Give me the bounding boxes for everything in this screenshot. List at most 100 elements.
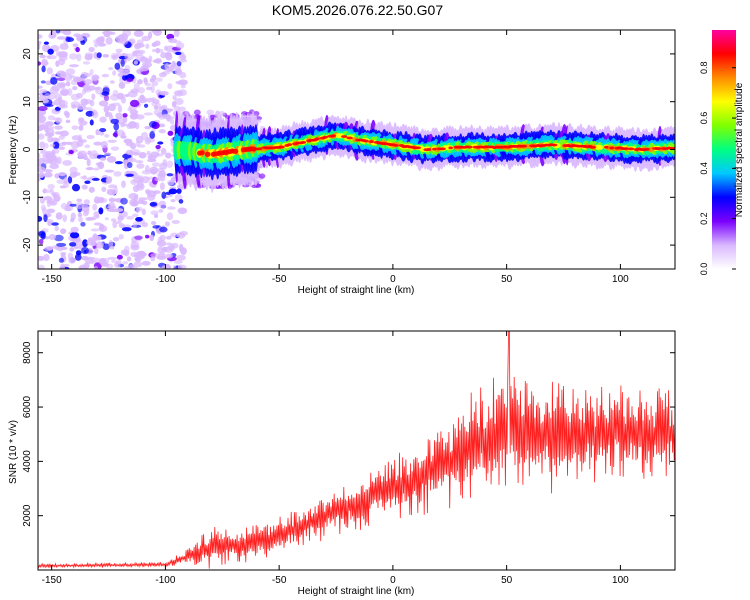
ridge-segment [369,140,374,144]
noise-blob [56,36,66,40]
noise-blob [65,68,76,75]
noise-blob [59,99,66,108]
noise-blob [98,207,104,215]
noise-blob [159,204,167,209]
x-tick-label: 0 [390,274,396,285]
noise-blob [155,102,162,109]
noise-blob [40,80,46,84]
noise-blob [70,140,80,149]
noise-blob [85,167,94,171]
noise-blob [146,86,153,91]
noise-blob [150,256,156,262]
noise-blob [51,191,60,198]
noise-blob [154,177,160,182]
noise-blob [76,198,83,203]
noise-blob [98,225,108,233]
noise-blob [71,125,79,130]
noise-blob [38,61,42,66]
noise-blob [113,122,120,131]
noise-blob [155,47,161,54]
noise-blob [106,111,113,117]
noise-blob [75,46,80,53]
ridge-segment [588,145,597,149]
noise-blob [253,111,260,117]
noise-blob [132,184,140,193]
noise-blob [106,156,117,163]
noise-blob [85,216,93,221]
colorbar-gradient [712,30,736,269]
noise-blob [47,183,55,190]
noise-blob [134,43,141,50]
noise-blob [88,54,93,59]
noise-blob [104,134,110,138]
noise-blob [108,66,114,71]
noise-blob [40,232,46,240]
noise-blob [169,118,175,125]
noise-blob [44,92,51,99]
noise-blob [173,260,183,264]
noise-blob [160,147,167,155]
noise-blob [146,150,151,156]
noise-blob [138,87,145,94]
noise-blob [83,156,89,161]
noise-blob [155,89,162,96]
noise-blob [172,264,177,269]
noise-blob [95,241,104,249]
noise-blob [167,130,174,136]
snr-frame [37,330,676,571]
noise-blob [92,203,98,211]
noise-blob [134,256,142,263]
noise-blob [176,188,182,194]
y-tick-label: 6000 [22,395,33,418]
noise-blob [55,30,61,34]
noise-blob [159,162,168,170]
noise-blob [42,188,47,194]
ridge-segment [199,150,205,156]
noise-blob [135,135,144,144]
spectrogram-x-ticks: -150 -100 -50 0 50 100 [42,30,629,285]
noise-blob [151,162,160,167]
y-tick-label: -20 [22,237,33,252]
y-tick-label: -10 [22,190,33,205]
noise-blob [75,34,83,39]
noise-blob [141,208,146,216]
noise-blob [65,37,75,42]
noise-blob [132,221,138,229]
ridge-segment [300,140,307,144]
noise-blob [218,111,226,116]
noise-blob [172,95,177,101]
noise-blob [77,152,84,159]
noise-blob [149,234,155,242]
noise-blob [171,219,181,224]
noise-blob [43,254,50,262]
noise-blob [81,88,87,95]
noise-blob [165,253,174,259]
y-tick-label: 8000 [22,341,33,364]
noise-blob [96,52,102,59]
noise-blob [43,246,53,252]
noise-blob [137,79,143,85]
y-tick-label: 20 [22,48,33,60]
noise-blob [81,206,90,213]
noise-blob [138,151,147,159]
noise-blob [158,251,166,259]
noise-blob [122,113,128,118]
noise-blob [166,212,174,221]
noise-blob [104,169,115,173]
noise-blob [106,190,117,196]
x-tick-label: -100 [155,575,175,586]
y-tick-label: 0 [22,146,33,152]
noise-blob [179,243,184,252]
noise-blob [55,212,63,220]
noise-blob [41,65,46,73]
noise-blob [54,245,61,251]
noise-blob [80,98,89,106]
noise-blob [138,197,148,201]
noise-blob [121,180,126,188]
colorbar-ticks: 0.0 0.2 0.4 0.6 0.8 [699,61,736,275]
noise-blob [99,157,107,161]
noise-blob [54,225,59,232]
noise-blob [44,236,50,240]
noise-blob [101,91,110,96]
noise-blob [166,242,172,246]
